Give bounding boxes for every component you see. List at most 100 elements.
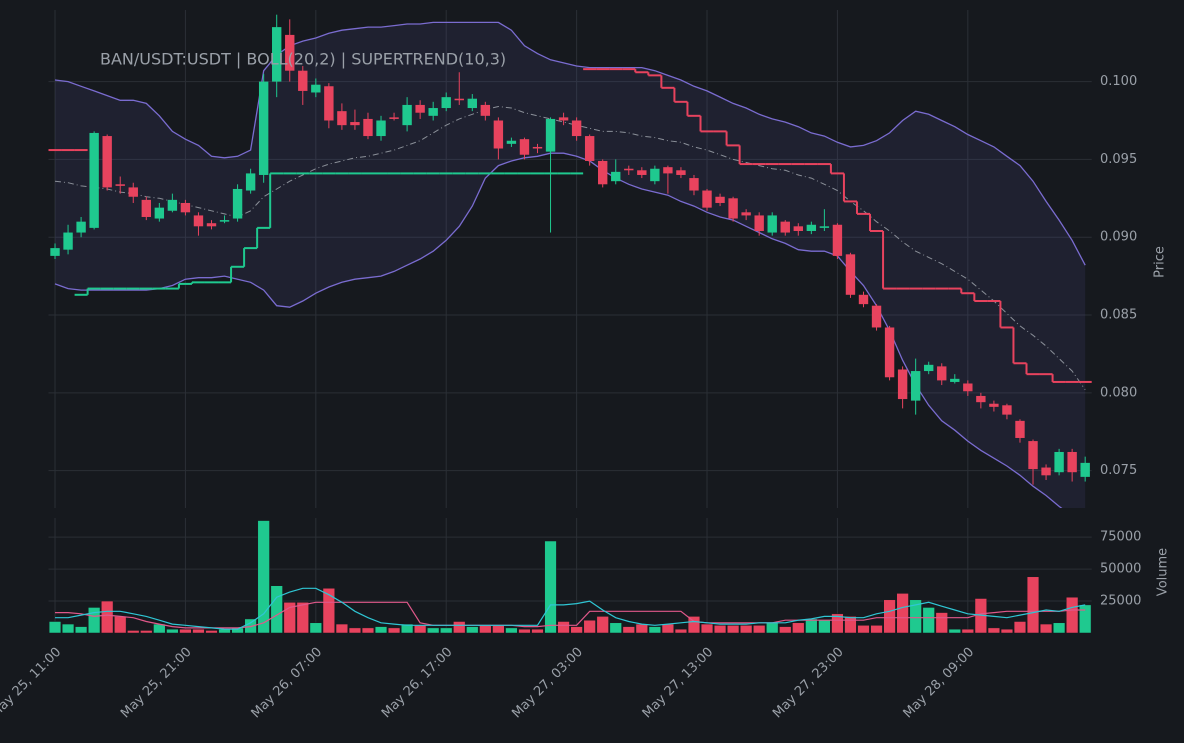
candle-body [897, 369, 908, 400]
candle-body [519, 139, 530, 155]
volume-bar [1066, 596, 1079, 634]
candle-body [50, 248, 60, 256]
candle-body [963, 383, 973, 392]
y-tick-label: 0.085 [1100, 308, 1137, 323]
candle-body [1067, 451, 1077, 473]
volume-ma [55, 601, 1086, 629]
volume-bar [544, 540, 557, 634]
y-tick-label: 0.075 [1100, 463, 1137, 478]
volume-bar [583, 619, 596, 634]
candle-body [845, 254, 856, 295]
candle-body [1054, 451, 1064, 473]
band-fill [55, 22, 1086, 508]
candle-body [650, 168, 660, 182]
volume-panel [48, 520, 1092, 634]
volume-bar [505, 627, 518, 634]
candle-body [910, 371, 921, 401]
volume-bar [570, 626, 583, 634]
volume-bar [192, 628, 205, 634]
y-axis-label: Price [1153, 246, 1168, 278]
volume-bar [818, 619, 831, 634]
candle-body [689, 178, 699, 191]
volume-bar [844, 616, 857, 634]
volume-bar [414, 625, 427, 634]
volume-bar [531, 628, 544, 634]
volume-bar [609, 622, 622, 634]
candle-body [924, 364, 934, 372]
candle-body [793, 226, 803, 231]
volume-bar [596, 616, 609, 634]
volume-bar [987, 627, 1001, 634]
candle-body [128, 187, 138, 197]
candle-body [428, 108, 438, 116]
candle-body [741, 212, 751, 216]
volume-bar [1013, 621, 1027, 634]
volume-bar [779, 626, 792, 634]
volume-bar [387, 627, 401, 634]
candle-body [584, 136, 595, 161]
band-upper [54, 21, 1086, 266]
volume-bar [922, 607, 935, 634]
volume-bar [622, 626, 635, 634]
candle-body [976, 395, 986, 403]
candle-body [441, 97, 451, 109]
y-axis-label: Volume [1156, 548, 1171, 596]
candle-body [637, 170, 647, 175]
volume-bar [427, 627, 440, 634]
candle-body [780, 221, 790, 233]
candle-body [1028, 441, 1038, 470]
band-middle [54, 105, 1086, 390]
volume-bar [909, 599, 922, 634]
candle-body [467, 98, 477, 109]
candle-body [858, 294, 869, 305]
volume-bar [857, 625, 870, 634]
volume-bar [48, 621, 62, 634]
y-tick-label: 75000 [1100, 530, 1141, 545]
volume-bar [713, 625, 727, 634]
candle-body [1041, 467, 1051, 476]
candle-body [193, 215, 204, 227]
candle-body [402, 104, 412, 126]
candle-body [76, 221, 86, 233]
candle-body [102, 136, 112, 188]
candle-body [715, 196, 725, 203]
candle-body [232, 188, 243, 219]
candle-body [363, 118, 373, 137]
volume-bar [400, 623, 414, 634]
candle-body [115, 184, 125, 186]
candle-body [493, 120, 504, 149]
chart-title: BAN/USDT:USDT | BOLL(20,2) | SUPERTREND(… [100, 50, 506, 69]
volume-bar [518, 628, 531, 634]
candle-body [167, 199, 178, 211]
candle-body [324, 86, 334, 121]
volume-bar [440, 627, 453, 634]
candle-body [506, 140, 517, 144]
volume-bar [635, 623, 648, 634]
volume-bar [283, 602, 296, 634]
volume-bar [140, 630, 153, 634]
candle-body [219, 220, 230, 222]
candle-body [154, 207, 165, 219]
volume-bar [687, 616, 701, 634]
candle-body [480, 104, 491, 116]
candle-body [298, 70, 308, 91]
volume-bar [114, 616, 127, 634]
volume-bar [492, 625, 505, 634]
volume-bar [935, 612, 948, 634]
volume-bar [179, 628, 192, 634]
volume-bar [1000, 628, 1014, 634]
candle-body [1002, 405, 1012, 415]
candle-body [532, 146, 543, 149]
volume-bar [1026, 576, 1040, 634]
candle-body [676, 170, 686, 175]
volume-bar [648, 626, 661, 634]
candle-body [767, 215, 777, 233]
y-tick-label: 0.095 [1100, 152, 1137, 167]
volume-ma [55, 587, 1086, 630]
y-tick-label: 0.090 [1100, 230, 1137, 245]
candle-body [624, 168, 634, 171]
volume-bar [205, 630, 218, 634]
candle-body [415, 104, 425, 113]
candle-body [545, 118, 556, 152]
volume-bar [740, 625, 753, 634]
